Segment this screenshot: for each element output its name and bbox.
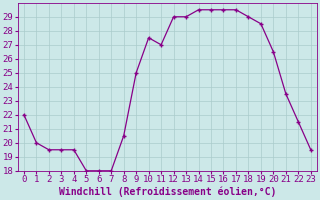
X-axis label: Windchill (Refroidissement éolien,°C): Windchill (Refroidissement éolien,°C) [59,187,276,197]
